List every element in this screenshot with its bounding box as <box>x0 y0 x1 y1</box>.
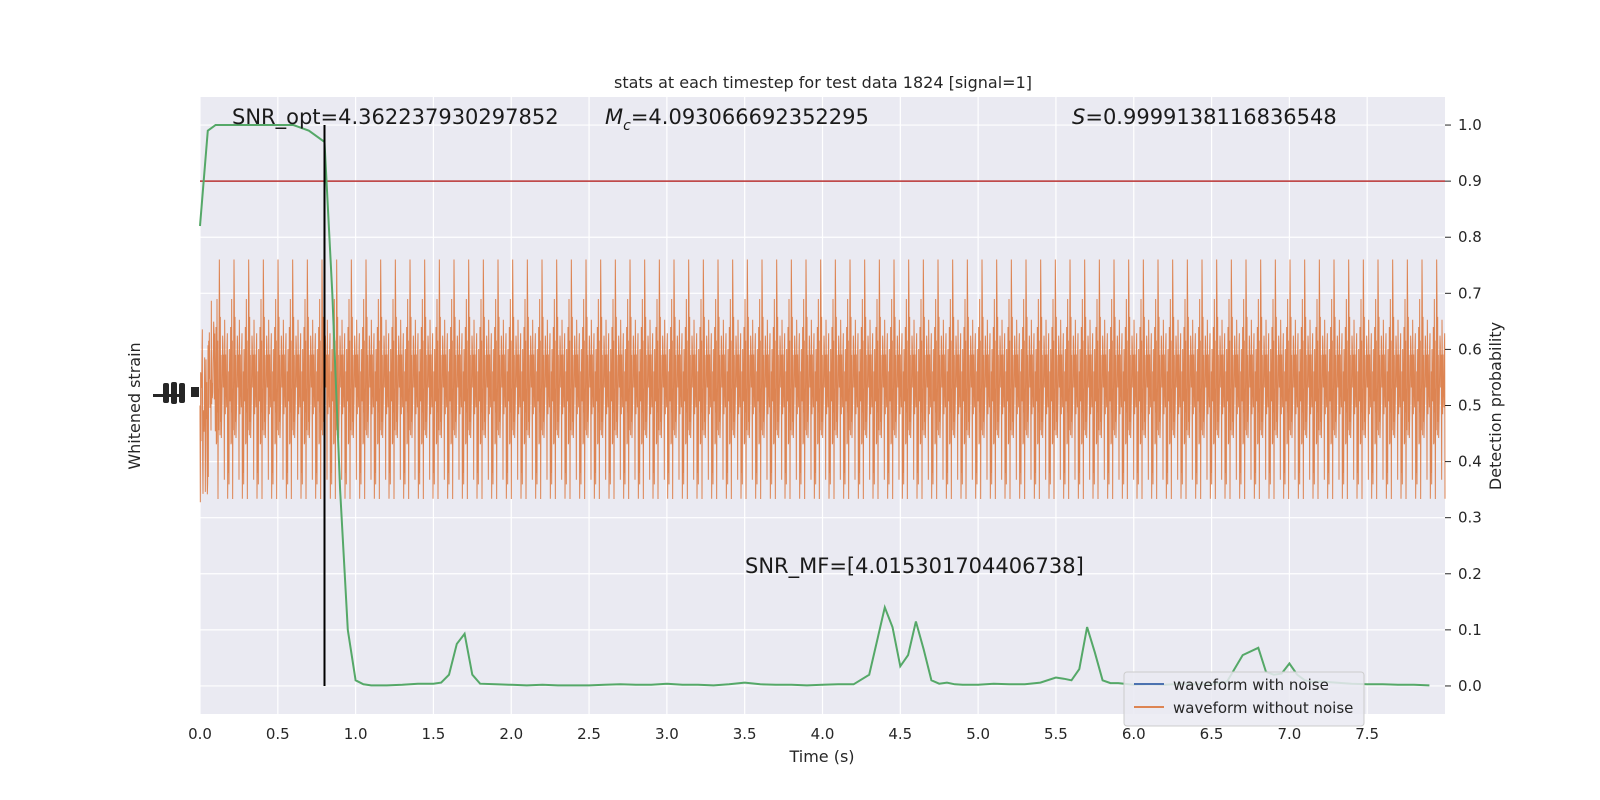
y-tick-label: 0.3 <box>1458 509 1482 527</box>
x-tick-label: 4.0 <box>811 725 835 743</box>
y-tick-label: 1.0 <box>1458 116 1482 134</box>
x-tick-label: 3.5 <box>733 725 757 743</box>
x-tick-label: 1.0 <box>344 725 368 743</box>
y-axis-right-title: Detection probability <box>1486 322 1505 490</box>
x-tick-label: 7.0 <box>1277 725 1301 743</box>
x-tick-label: 0.0 <box>188 725 212 743</box>
x-tick-label: 5.0 <box>966 725 990 743</box>
y-tick-label: 0.4 <box>1458 453 1482 471</box>
waveform-without-noise-series <box>199 259 1446 503</box>
left-axis-collapsed-ticks <box>153 382 199 404</box>
x-axis-title: Time (s) <box>788 747 854 766</box>
legend: waveform with noise waveform without noi… <box>1123 671 1365 727</box>
x-tick-label: 2.5 <box>577 725 601 743</box>
y-tick-label: 0.0 <box>1458 677 1482 695</box>
y-tick-label: 0.8 <box>1458 228 1482 246</box>
y-tick-label: 0.9 <box>1458 172 1482 190</box>
legend-box <box>1123 671 1365 727</box>
y-axis-right: 0.0 0.1 0.2 0.3 0.4 0.5 0.6 0.7 0.8 0.9 1.0 <box>1445 116 1482 695</box>
chart-title: stats at each timestep for test data 182… <box>614 73 1032 92</box>
x-tick-label: 0.5 <box>266 725 290 743</box>
legend-label-without-noise: waveform without noise <box>1173 699 1353 717</box>
y-tick-label: 0.6 <box>1458 340 1482 358</box>
x-tick-label: 3.0 <box>655 725 679 743</box>
x-tick-label: 6.0 <box>1122 725 1146 743</box>
snr-mf-annotation: SNR_MF=[4.015301704406738] <box>745 554 1084 579</box>
x-tick-label: 7.5 <box>1355 725 1379 743</box>
waveform-without-noise-line <box>199 259 1446 503</box>
y-tick-label: 0.5 <box>1458 397 1482 415</box>
y-tick-label: 0.2 <box>1458 565 1482 583</box>
x-tick-label: 4.5 <box>888 725 912 743</box>
s-annotation: S=0.9999138116836548 <box>1072 105 1337 129</box>
chirp-mass-annotation: Mc=4.093066692352295 <box>605 105 869 134</box>
x-tick-label: 6.5 <box>1200 725 1224 743</box>
x-tick-label: 1.5 <box>422 725 446 743</box>
x-tick-label: 2.0 <box>499 725 523 743</box>
snr-opt-annotation: SNR_opt=4.362237930297852 <box>232 105 559 130</box>
y-axis-left-title: Whitened strain <box>125 342 144 469</box>
x-axis: 0.0 0.5 1.0 1.5 2.0 2.5 3.0 3.5 4.0 4.5 5.0 5.5 6.0 6… <box>188 725 1379 743</box>
y-tick-label: 0.7 <box>1458 284 1482 302</box>
legend-label-with-noise: waveform with noise <box>1173 676 1329 694</box>
x-tick-label: 5.5 <box>1044 725 1068 743</box>
y-tick-label: 0.1 <box>1458 621 1482 639</box>
